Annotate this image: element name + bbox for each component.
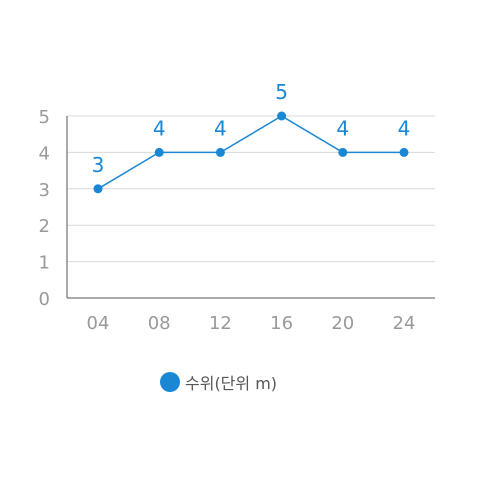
data-label: 4 — [336, 116, 349, 140]
x-tick-label: 04 — [87, 313, 110, 334]
data-point — [277, 111, 287, 121]
series-line-path — [97, 115, 404, 190]
data-label: 4 — [398, 116, 411, 140]
legend-marker-icon — [160, 372, 180, 392]
data-point — [338, 147, 348, 157]
y-tick-label: 5 — [39, 107, 50, 128]
y-tick-label: 3 — [39, 180, 50, 201]
x-tick-label: 12 — [209, 313, 232, 334]
y-tick-label: 2 — [39, 216, 50, 237]
data-label: 4 — [214, 116, 227, 140]
data-point — [93, 184, 103, 194]
series-line — [93, 111, 409, 194]
y-tick-label: 1 — [39, 253, 50, 274]
data-point — [399, 147, 409, 157]
legend-label: 수위(단위 m) — [185, 374, 278, 393]
x-tick-label: 08 — [148, 313, 171, 334]
y-tick-label: 4 — [39, 143, 50, 164]
data-labels: 3 4 4 5 4 4 — [92, 80, 411, 177]
data-label: 5 — [275, 80, 288, 104]
y-tick-labels: 0 1 2 3 4 5 — [39, 107, 50, 310]
axes — [66, 116, 435, 299]
x-tick-label: 20 — [331, 313, 354, 334]
data-point — [215, 147, 225, 157]
data-point — [154, 147, 164, 157]
legend: 수위(단위 m) — [160, 370, 277, 394]
y-tick-label: 0 — [39, 289, 50, 310]
data-label: 3 — [92, 153, 105, 177]
x-tick-label: 24 — [393, 313, 416, 334]
x-tick-label: 16 — [270, 313, 293, 334]
x-tick-labels: 04 08 12 16 20 24 — [87, 313, 416, 334]
grid-lines — [67, 115, 435, 263]
data-label: 4 — [153, 116, 166, 140]
